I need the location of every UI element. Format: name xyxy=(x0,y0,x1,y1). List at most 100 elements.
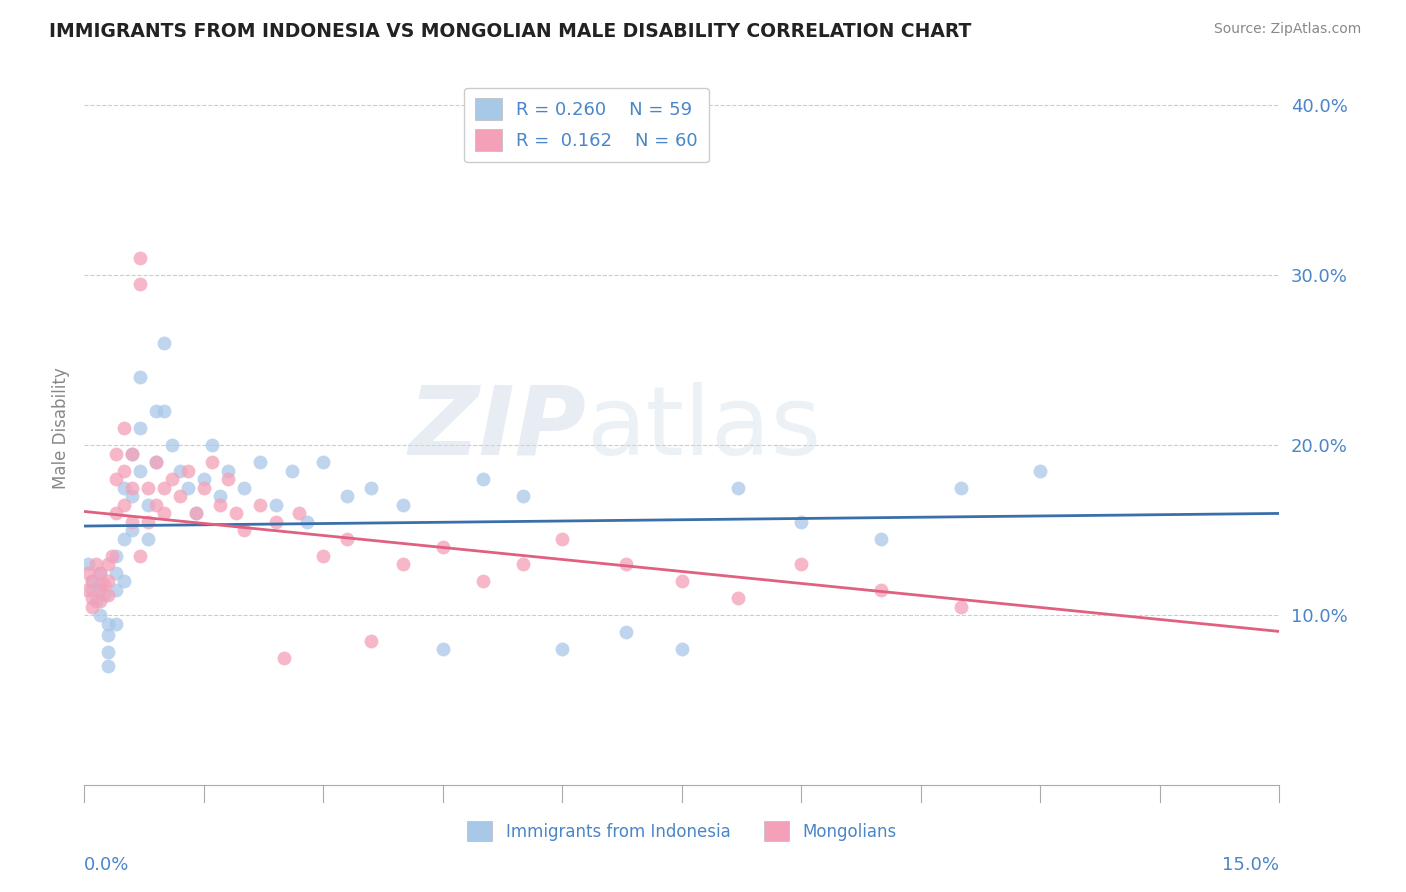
Point xyxy=(76,582,98,597)
Point xyxy=(105,582,128,597)
Point xyxy=(790,515,813,529)
Point xyxy=(512,557,534,571)
Point xyxy=(136,498,159,512)
Point xyxy=(129,421,152,435)
Point xyxy=(177,481,200,495)
Point xyxy=(105,616,128,631)
Text: ZIP: ZIP xyxy=(408,382,586,475)
Point xyxy=(160,472,183,486)
Point xyxy=(105,447,128,461)
Point xyxy=(112,464,135,478)
Point xyxy=(93,577,115,591)
Text: Source: ZipAtlas.com: Source: ZipAtlas.com xyxy=(1213,22,1361,37)
Point xyxy=(82,574,104,588)
Point xyxy=(89,608,111,623)
Point xyxy=(169,489,191,503)
Point xyxy=(870,582,893,597)
Point xyxy=(153,506,176,520)
Point xyxy=(89,566,111,580)
Point xyxy=(336,489,359,503)
Point xyxy=(217,464,239,478)
Point xyxy=(193,472,215,486)
Point xyxy=(225,506,247,520)
Point xyxy=(82,582,104,597)
Point xyxy=(870,532,893,546)
Point xyxy=(89,566,111,580)
Point xyxy=(512,489,534,503)
Point xyxy=(551,642,574,657)
Text: 15.0%: 15.0% xyxy=(1222,856,1279,874)
Point xyxy=(1029,464,1052,478)
Point xyxy=(614,625,637,640)
Point xyxy=(86,594,108,608)
Point xyxy=(136,532,159,546)
Point xyxy=(121,447,143,461)
Point xyxy=(614,557,637,571)
Point xyxy=(232,523,254,537)
Point xyxy=(360,633,382,648)
Point xyxy=(77,557,100,571)
Point xyxy=(201,455,224,469)
Point xyxy=(392,498,415,512)
Point xyxy=(82,599,104,614)
Point xyxy=(86,557,108,571)
Point xyxy=(336,532,359,546)
Point xyxy=(145,404,167,418)
Point xyxy=(264,515,287,529)
Point xyxy=(201,438,224,452)
Point xyxy=(145,455,167,469)
Text: atlas: atlas xyxy=(586,382,821,475)
Point xyxy=(727,591,749,605)
Point xyxy=(136,515,159,529)
Point xyxy=(105,566,128,580)
Point xyxy=(232,481,254,495)
Point xyxy=(136,481,159,495)
Point xyxy=(97,645,120,659)
Point xyxy=(949,481,972,495)
Point xyxy=(89,594,111,608)
Point xyxy=(288,506,311,520)
Point xyxy=(77,566,100,580)
Point xyxy=(82,591,104,605)
Point xyxy=(432,540,454,554)
Point xyxy=(112,421,135,435)
Point xyxy=(432,642,454,657)
Point xyxy=(671,574,693,588)
Point xyxy=(121,489,143,503)
Point xyxy=(129,252,152,266)
Point xyxy=(105,549,128,563)
Point xyxy=(184,506,207,520)
Point xyxy=(208,489,231,503)
Point xyxy=(97,616,120,631)
Point xyxy=(153,481,176,495)
Point xyxy=(160,438,183,452)
Point xyxy=(105,472,128,486)
Point xyxy=(112,574,135,588)
Point xyxy=(121,481,143,495)
Point xyxy=(89,577,111,591)
Point xyxy=(297,515,319,529)
Point xyxy=(97,557,120,571)
Point xyxy=(153,336,176,351)
Point xyxy=(551,532,574,546)
Point xyxy=(312,455,335,469)
Point xyxy=(184,506,207,520)
Text: IMMIGRANTS FROM INDONESIA VS MONGOLIAN MALE DISABILITY CORRELATION CHART: IMMIGRANTS FROM INDONESIA VS MONGOLIAN M… xyxy=(49,22,972,41)
Point xyxy=(105,506,128,520)
Point xyxy=(97,574,120,588)
Y-axis label: Male Disability: Male Disability xyxy=(52,368,70,489)
Point xyxy=(208,498,231,512)
Point xyxy=(112,532,135,546)
Point xyxy=(112,481,135,495)
Point xyxy=(727,481,749,495)
Point xyxy=(82,574,104,588)
Point xyxy=(129,549,152,563)
Point xyxy=(121,515,143,529)
Point xyxy=(121,523,143,537)
Point xyxy=(264,498,287,512)
Point xyxy=(97,588,120,602)
Text: 0.0%: 0.0% xyxy=(84,856,129,874)
Point xyxy=(129,277,152,291)
Point xyxy=(129,464,152,478)
Point xyxy=(312,549,335,563)
